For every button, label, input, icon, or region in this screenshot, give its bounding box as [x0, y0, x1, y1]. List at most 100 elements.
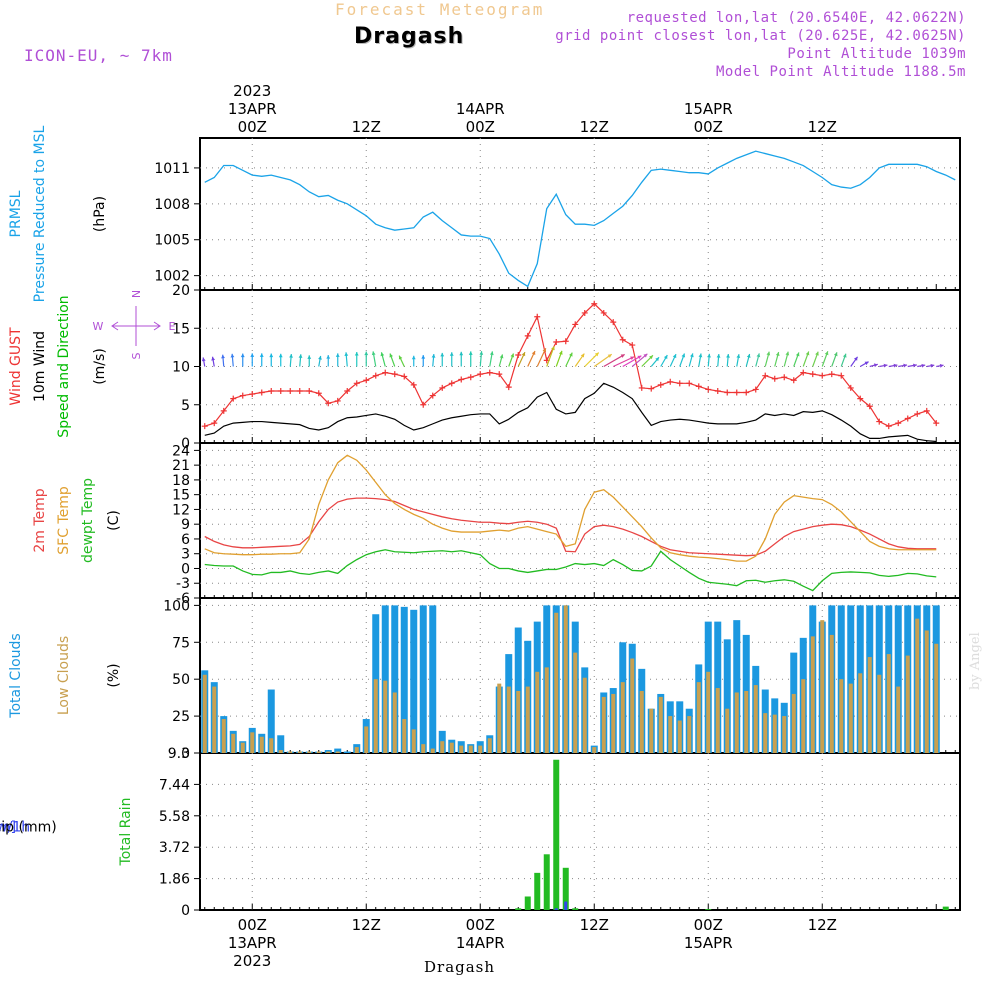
- wind-direction-head: [259, 353, 264, 357]
- precip-ytick-label: 0: [181, 903, 190, 919]
- wind-gust-point: [477, 371, 484, 378]
- wind-direction-arrow: [0, 0, 955, 367]
- low-cloud-bar: [554, 612, 559, 753]
- low-cloud-bar: [440, 741, 445, 753]
- wind-gust-point: [344, 387, 351, 394]
- wind-gust-point: [781, 374, 788, 381]
- wind-direction-head: [594, 352, 599, 357]
- wind-direction-head: [278, 353, 283, 358]
- wind-gust-point: [610, 319, 617, 326]
- wind-gust-point: [771, 375, 778, 382]
- rain-bar: [524, 896, 531, 910]
- low-cloud-bar: [639, 691, 644, 753]
- temperature-axis-label: SFC Temp: [56, 486, 72, 555]
- clouds-axis-label: (%): [106, 663, 122, 687]
- wind-direction-head: [690, 353, 694, 358]
- low-cloud-bar: [430, 748, 435, 753]
- low-cloud-bar: [829, 634, 834, 753]
- precip-axis-label: 1hr Precip (mm): [0, 820, 57, 836]
- compass-s: S: [130, 352, 143, 359]
- low-cloud-bar: [544, 667, 549, 753]
- low-cloud-bar: [250, 732, 255, 753]
- low-cloud-bar: [896, 686, 901, 753]
- wind-gust-point: [505, 384, 512, 391]
- rain-bar: [705, 909, 712, 910]
- wind-direction-head: [853, 356, 858, 361]
- wind-direction-head: [201, 357, 206, 362]
- wind-direction-arrow: [593, 353, 613, 367]
- wind-gust-point: [211, 420, 218, 427]
- total-cloud-bar: [419, 605, 427, 753]
- compass-n: N: [130, 290, 143, 298]
- time-label-bottom: 2023: [233, 952, 271, 970]
- low-cloud-bar: [288, 751, 293, 753]
- wind-direction-head: [354, 352, 359, 356]
- time-label-top: 12Z: [808, 118, 837, 136]
- clouds-axis-label: Total Clouds: [8, 633, 24, 718]
- location-title: Dragash: [354, 24, 465, 49]
- wind-direction-head: [785, 351, 790, 356]
- wind-direction-head: [637, 355, 642, 360]
- total-cloud-bar: [723, 639, 731, 753]
- wind-direction-head: [716, 354, 721, 358]
- wind-direction-head: [883, 363, 888, 368]
- low-cloud-bar: [592, 747, 597, 753]
- low-cloud-bar: [573, 652, 578, 753]
- total-cloud-bar: [343, 751, 351, 753]
- time-label-bottom: 14APR: [456, 934, 505, 952]
- temperature-ytick-label: 24: [172, 443, 190, 459]
- wind-gust-point: [296, 387, 303, 394]
- temperature-ytick-label: 9: [181, 517, 190, 533]
- clouds-ytick-label: 100: [163, 598, 190, 614]
- wind-direction-head: [707, 353, 711, 358]
- temperature-ytick-label: 12: [172, 502, 190, 518]
- time-label-top: 2023: [233, 82, 271, 100]
- pressure-frame: [199, 137, 961, 291]
- wind-axis-label: (m/s): [92, 348, 108, 385]
- pressure-axis-label: (hPa): [92, 196, 108, 232]
- low-cloud-bar: [934, 643, 939, 753]
- temperature-ytick-label: 18: [172, 473, 190, 489]
- low-cloud-bar: [231, 733, 236, 753]
- low-cloud-bar: [696, 682, 701, 753]
- wind-gust-point: [239, 392, 246, 399]
- rain-bar: [553, 759, 560, 910]
- wind-gust-point: [391, 371, 398, 378]
- low-cloud-bar: [278, 750, 283, 753]
- wind-gust-point: [249, 391, 256, 398]
- low-cloud-bar: [478, 745, 483, 753]
- low-cloud-bar: [858, 673, 863, 753]
- wind-direction-head: [551, 346, 555, 351]
- low-cloud-bar: [886, 654, 891, 753]
- wind-direction-head: [766, 351, 771, 356]
- wind-gust-point: [287, 387, 294, 394]
- wind-direction-head: [364, 351, 369, 356]
- low-cloud-bar: [221, 719, 226, 753]
- low-cloud-bar: [810, 636, 815, 753]
- low-cloud-bar: [715, 688, 720, 753]
- wind-gust-point: [866, 403, 873, 410]
- wind-gust-point: [258, 389, 265, 396]
- rain-bar: [543, 854, 550, 910]
- wind-gust-point: [819, 372, 826, 379]
- low-cloud-bar: [269, 738, 274, 753]
- low-cloud-bar: [364, 726, 369, 753]
- wind-gust-point: [733, 389, 740, 396]
- wind-gust-point: [705, 386, 712, 393]
- low-cloud-bar: [601, 696, 606, 753]
- wind-gust-point: [904, 415, 911, 422]
- wind-ytick-label: 10: [172, 360, 190, 376]
- wind-direction-head: [775, 352, 780, 356]
- wind-gust-point: [458, 376, 465, 383]
- low-cloud-bar: [734, 692, 739, 753]
- low-cloud-bar: [212, 686, 217, 753]
- total-cloud-bar: [847, 605, 855, 753]
- precip-frame: [199, 752, 961, 911]
- clouds-ytick-label: 50: [172, 672, 190, 688]
- total-cloud-bar: [894, 605, 902, 753]
- precip-ytick-label: 7.44: [159, 777, 190, 793]
- wind-gust-point: [762, 372, 769, 379]
- wind-gust-point: [619, 336, 626, 343]
- wind-direction-arrow: [612, 356, 635, 368]
- time-label-bottom: 13APR: [228, 934, 277, 952]
